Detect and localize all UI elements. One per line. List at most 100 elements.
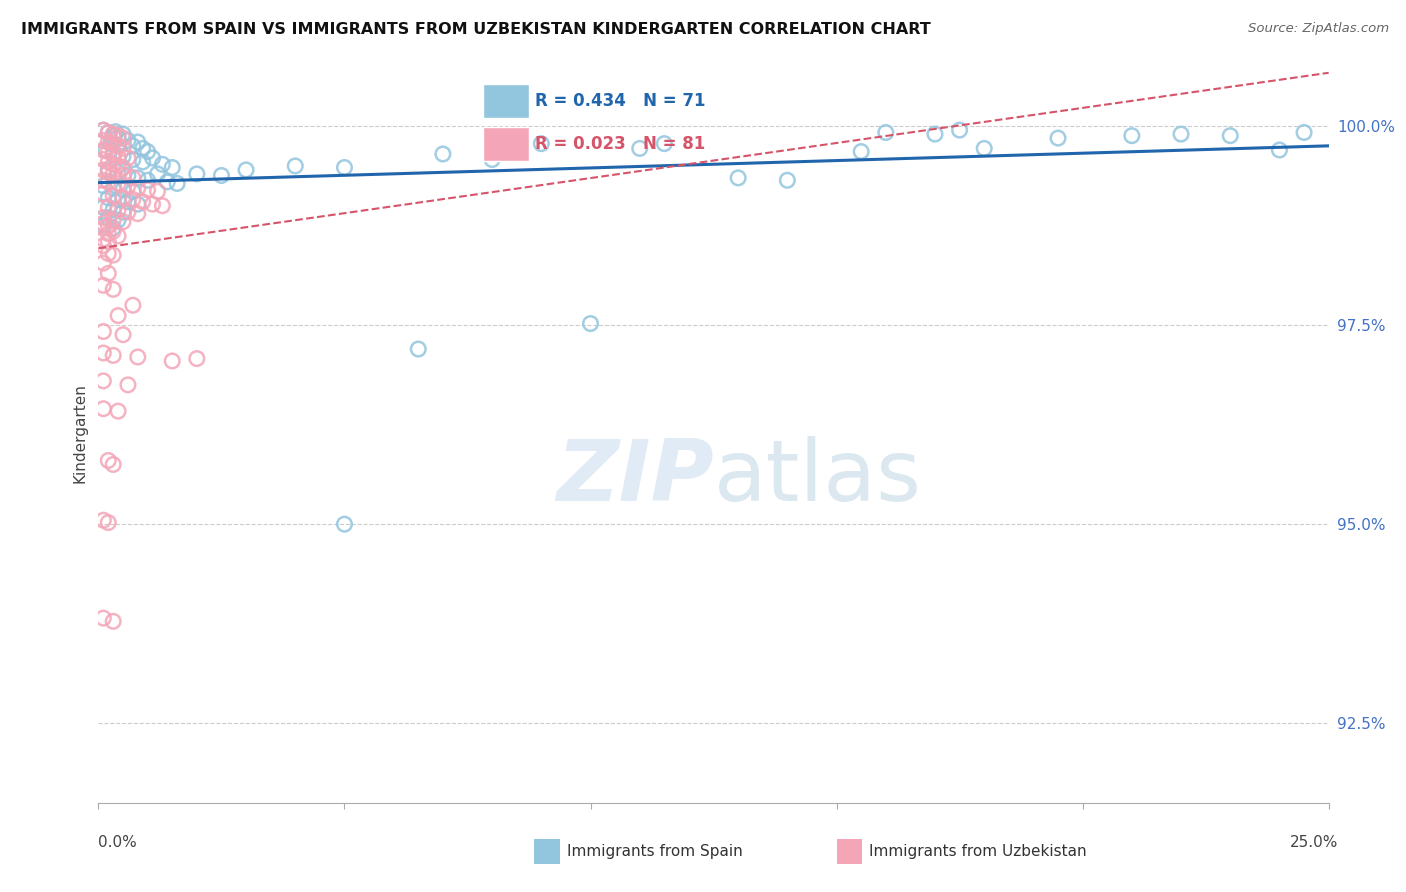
- Point: [122, 185, 145, 199]
- Point: [146, 185, 169, 199]
- Point: [1046, 131, 1070, 145]
- Point: [103, 202, 125, 217]
- Point: [122, 193, 145, 207]
- Point: [97, 155, 120, 169]
- Point: [1121, 128, 1143, 143]
- Point: [235, 162, 257, 177]
- Text: Immigrants from Uzbekistan: Immigrants from Uzbekistan: [869, 845, 1087, 859]
- Text: ZIP: ZIP: [555, 435, 714, 518]
- Point: [93, 278, 115, 293]
- Point: [103, 224, 125, 238]
- Point: [112, 127, 135, 141]
- Point: [107, 159, 129, 173]
- Point: [93, 232, 115, 246]
- Point: [530, 136, 553, 151]
- Point: [93, 401, 115, 416]
- Point: [166, 177, 188, 191]
- Point: [93, 221, 115, 235]
- Point: [117, 169, 139, 183]
- Point: [103, 615, 125, 629]
- Point: [949, 123, 972, 137]
- Point: [103, 128, 125, 143]
- Point: [97, 175, 120, 189]
- Point: [112, 214, 135, 228]
- Point: [93, 178, 115, 193]
- Point: [776, 173, 799, 187]
- Point: [103, 189, 125, 203]
- Point: [122, 139, 145, 153]
- Point: [93, 256, 115, 270]
- Point: [93, 374, 115, 388]
- Point: [97, 145, 120, 159]
- Point: [93, 211, 115, 225]
- Point: [103, 248, 125, 262]
- Point: [107, 177, 129, 191]
- Point: [103, 127, 125, 141]
- Point: [97, 516, 120, 530]
- Point: [93, 513, 115, 527]
- Point: [107, 229, 129, 244]
- Point: [97, 135, 120, 149]
- Point: [103, 282, 125, 296]
- Point: [1219, 128, 1241, 143]
- Point: [127, 350, 149, 364]
- Y-axis label: Kindergarten: Kindergarten: [72, 383, 87, 483]
- Point: [107, 165, 129, 179]
- Point: [727, 170, 749, 185]
- Point: [162, 354, 183, 368]
- Point: [481, 153, 503, 167]
- Point: [132, 141, 155, 155]
- Point: [408, 342, 430, 356]
- Point: [97, 211, 120, 225]
- Point: [127, 170, 149, 185]
- Point: [93, 186, 115, 201]
- Point: [579, 317, 602, 331]
- Point: [112, 205, 135, 219]
- Point: [122, 170, 145, 185]
- Point: [186, 167, 208, 181]
- Point: [97, 246, 120, 260]
- Point: [117, 178, 139, 193]
- Point: [112, 183, 135, 197]
- Point: [136, 173, 159, 187]
- Point: [146, 167, 169, 181]
- Point: [142, 197, 165, 211]
- Point: [93, 219, 115, 233]
- Point: [97, 227, 120, 241]
- Point: [1294, 126, 1316, 140]
- Point: [103, 167, 125, 181]
- Point: [93, 123, 115, 137]
- Point: [152, 157, 174, 171]
- Point: [162, 161, 183, 175]
- Point: [333, 517, 356, 532]
- Point: [654, 136, 676, 151]
- Point: [628, 141, 651, 155]
- Point: [103, 181, 125, 195]
- Text: 25.0%: 25.0%: [1291, 836, 1339, 850]
- Point: [107, 309, 129, 323]
- Point: [93, 162, 115, 177]
- Text: IMMIGRANTS FROM SPAIN VS IMMIGRANTS FROM UZBEKISTAN KINDERGARTEN CORRELATION CHA: IMMIGRANTS FROM SPAIN VS IMMIGRANTS FROM…: [21, 22, 931, 37]
- Point: [122, 153, 145, 167]
- Point: [97, 165, 120, 179]
- Point: [112, 141, 135, 155]
- Point: [136, 183, 159, 197]
- Point: [97, 126, 120, 140]
- Text: atlas: atlas: [714, 435, 921, 518]
- Point: [97, 200, 120, 214]
- Text: 0.0%: 0.0%: [98, 836, 138, 850]
- Point: [112, 169, 135, 183]
- Point: [103, 221, 125, 235]
- Point: [97, 126, 120, 140]
- Point: [432, 147, 454, 161]
- Point: [117, 133, 139, 147]
- Point: [506, 131, 529, 145]
- Point: [122, 298, 145, 312]
- Point: [100, 136, 122, 151]
- Point: [112, 191, 135, 205]
- Point: [107, 131, 129, 145]
- Point: [107, 128, 129, 143]
- Point: [93, 216, 115, 230]
- Point: [107, 213, 129, 227]
- Point: [333, 161, 356, 175]
